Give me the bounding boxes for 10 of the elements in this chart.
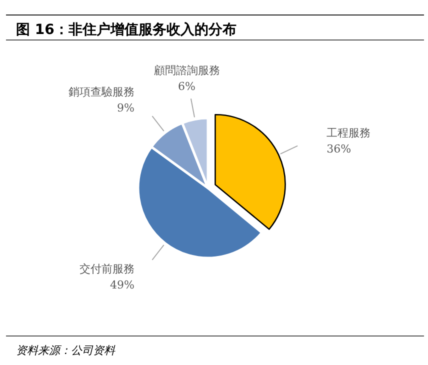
data-label: 49% xyxy=(110,278,134,292)
slice-label: 工程服務 xyxy=(326,126,371,140)
chart-title: 图 16：非住户增值服务收入的分布 xyxy=(16,21,236,38)
slice-label: 顧問諮詢服務 xyxy=(154,64,220,77)
text: 资料来源：公司资料 xyxy=(16,344,116,357)
slice-label: 交付前服務 xyxy=(79,262,134,276)
data-label: 9% xyxy=(117,102,134,115)
data-label: 36% xyxy=(326,142,352,156)
data-label: 6% xyxy=(178,80,196,93)
slice-label: 銷項查驗服務 xyxy=(68,86,134,99)
